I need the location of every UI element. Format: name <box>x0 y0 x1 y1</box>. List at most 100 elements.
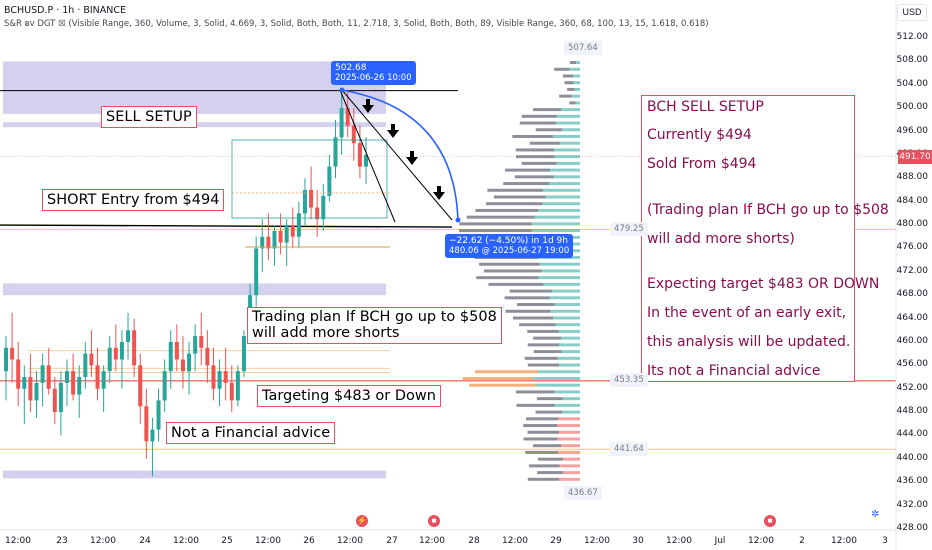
volume-bar-buy <box>549 296 580 300</box>
volume-bar-buy <box>538 276 580 280</box>
volume-bar-buy <box>562 410 580 414</box>
candle-body <box>4 347 8 372</box>
volume-bar-sell <box>475 208 539 212</box>
x-tick: 28 <box>468 536 480 546</box>
volume-bar-sell <box>459 229 532 233</box>
candle-body <box>107 347 112 372</box>
volume-bar-sell <box>554 67 570 71</box>
candle-body <box>193 336 198 354</box>
volume-bar-sell <box>537 471 563 475</box>
x-tick: 12:00 <box>748 536 774 546</box>
volume-bar-sell <box>525 450 559 454</box>
candle-body <box>89 353 94 366</box>
x-tick: 12:00 <box>831 536 857 546</box>
volume-bar-buy <box>569 67 580 71</box>
indicator-legend[interactable]: S&R ᴃv DGT ☒ (Visible Range, 360, Volume… <box>4 19 709 29</box>
volume-bar-buy <box>571 94 580 98</box>
y-tick: 448.00 <box>896 406 929 417</box>
targeting-label: Targeting $483 or Down <box>257 385 441 407</box>
volume-bar-sell <box>535 128 563 132</box>
candle-body <box>65 371 70 383</box>
volume-bar-sell <box>504 296 550 300</box>
note-line: BCH SELL SETUP <box>647 99 764 115</box>
volume-bar-buy <box>557 356 580 360</box>
candle-body <box>315 207 320 220</box>
volume-bar-buy <box>534 215 580 219</box>
note-line: this analysis will be updated. <box>647 334 851 350</box>
volume-bar-buy <box>561 108 580 112</box>
support-line <box>0 224 453 228</box>
x-tick: 25 <box>221 536 233 546</box>
volume-bar-sell <box>525 417 559 421</box>
volume-bar-buy <box>575 101 580 105</box>
candle-body <box>260 236 265 249</box>
note-line: (Trading plan If BCH go up to $508 <box>647 202 889 218</box>
candle-body <box>52 388 57 413</box>
volume-bar-buy <box>573 81 580 85</box>
candle-body <box>156 400 161 430</box>
volume-bar-sell <box>527 363 560 367</box>
candle-body <box>217 371 222 389</box>
volume-bar-sell <box>475 370 539 374</box>
volume-bar-buy <box>531 222 580 226</box>
volume-bar-buy <box>542 202 580 206</box>
volume-bar-sell <box>559 94 572 98</box>
volume-bar-buy <box>562 471 580 475</box>
current-price-badge: 491.70 <box>898 150 932 164</box>
x-tick: 12:00 <box>502 536 528 546</box>
volume-profile-layer <box>459 61 580 481</box>
candle-body <box>272 230 277 249</box>
volume-bar-buy <box>538 208 580 212</box>
tooltip-date: 2025-06-26 10:00 <box>335 73 412 83</box>
volume-bar-sell <box>516 155 555 159</box>
trading-plan-line1: Trading plan If BCH go up to $508 <box>252 309 497 325</box>
volume-bar-sell <box>564 81 574 85</box>
candle-body <box>162 371 167 401</box>
y-tick: 428.00 <box>896 523 929 533</box>
volume-bar-sell <box>485 202 543 206</box>
volume-bar-buy <box>559 363 580 367</box>
sell-setup-label: SELL SETUP <box>101 106 197 128</box>
candle-body <box>40 365 45 383</box>
candle-body <box>333 137 338 167</box>
x-tick: 3 <box>882 536 888 546</box>
volume-bar-sell <box>462 376 534 380</box>
candle-body <box>327 166 332 196</box>
us-flag-event-icon[interactable]: ■ <box>428 515 440 527</box>
volume-bar-buy <box>554 148 580 152</box>
symbol-title[interactable]: BCHUSD.P · 1h · BINANCE <box>4 5 127 16</box>
volume-bar-sell <box>519 121 556 125</box>
volume-bar-sell <box>521 114 557 118</box>
candle-body <box>71 371 76 395</box>
x-tick: 12:00 <box>173 536 199 546</box>
level-label: 453.35 <box>610 373 648 387</box>
volume-bar-sell <box>488 282 544 286</box>
volume-bar-buy <box>558 450 580 454</box>
volume-bar-sell <box>479 262 540 266</box>
currency-button[interactable]: USD <box>897 4 927 21</box>
candle-body <box>321 195 326 220</box>
volume-bar-buy <box>545 195 580 199</box>
level-label: 479.25 <box>610 222 648 236</box>
candle-body <box>339 108 344 138</box>
volume-bar-sell <box>567 87 575 91</box>
us-flag-event-icon[interactable]: ■ <box>764 515 776 527</box>
volume-bar-buy <box>533 376 580 380</box>
y-tick: 460.00 <box>896 335 929 346</box>
volume-bar-buy <box>574 87 580 91</box>
volume-bar-buy <box>542 188 580 192</box>
y-tick: 500.00 <box>896 102 929 113</box>
candle-body <box>357 143 362 167</box>
trend-line-down <box>339 89 396 223</box>
candle-body <box>205 347 210 366</box>
earnings-event-icon[interactable]: ⚡ <box>356 515 368 527</box>
x-tick: 12:00 <box>584 536 610 546</box>
volume-bar-sell <box>528 464 560 468</box>
volume-bar-buy <box>559 430 580 434</box>
settings-icon[interactable]: ✲ <box>871 509 880 520</box>
volume-bar-sell <box>533 108 562 112</box>
volume-bar-sell <box>562 74 574 78</box>
volume-bar-sell <box>509 289 552 293</box>
down-arrow-icon <box>362 99 374 113</box>
